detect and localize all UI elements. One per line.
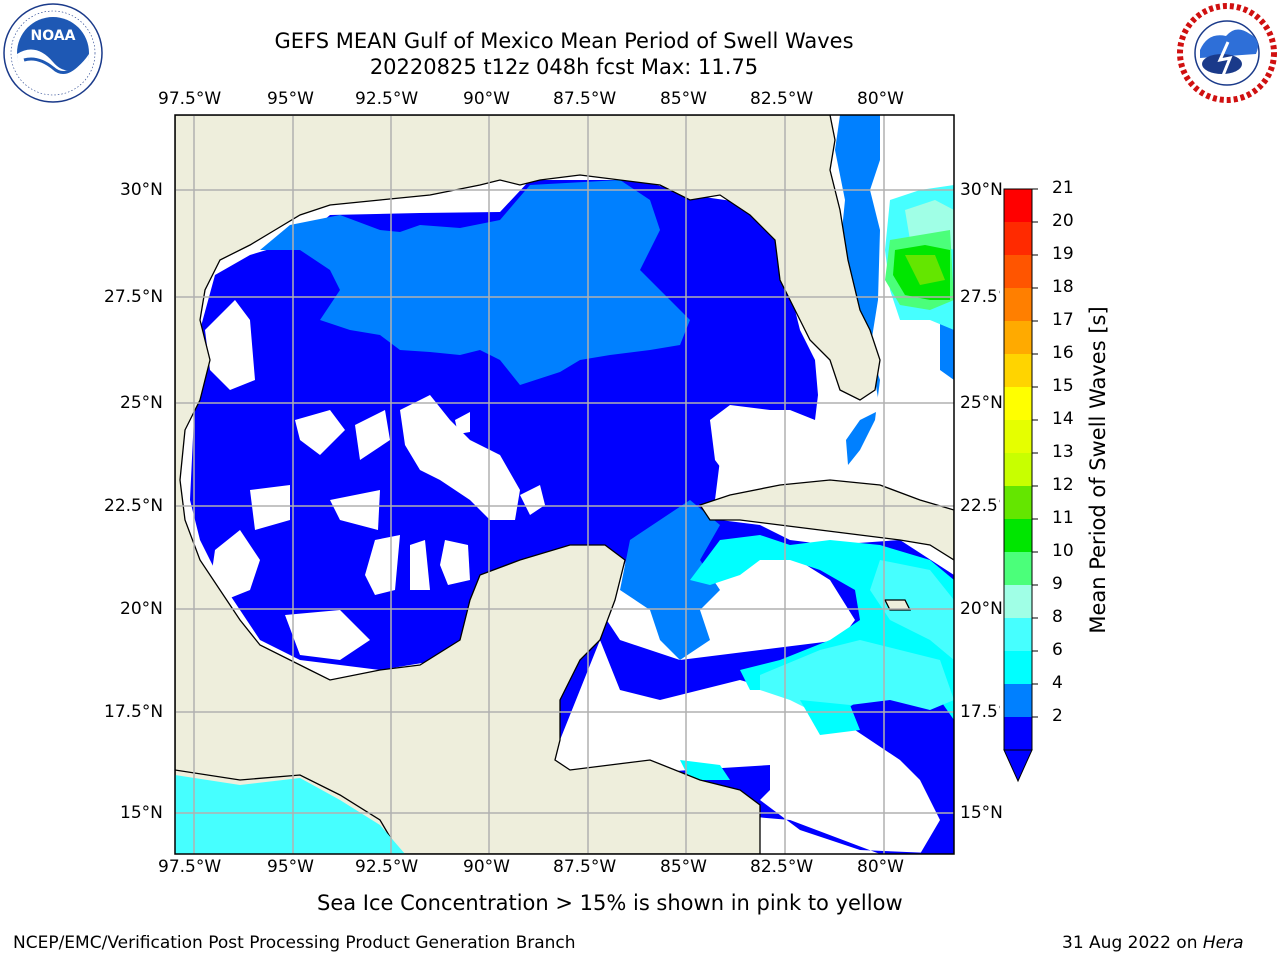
lat-label-left: 30°N <box>120 180 163 200</box>
lon-label-bottom: 82.5°W <box>750 857 814 877</box>
nws-logo <box>1177 3 1277 103</box>
producer-credit: NCEP/EMC/Verification Post Processing Pr… <box>13 933 576 953</box>
lon-label-top: 90°W <box>463 89 510 109</box>
colorbar-cell <box>1004 354 1032 388</box>
colorbar-tick-label: 19 <box>1052 244 1074 264</box>
colorbar-tick-label: 20 <box>1052 211 1074 231</box>
lon-label-top: 80°W <box>857 89 904 109</box>
colorbar-tick-label: 18 <box>1052 277 1074 297</box>
colorbar-tick-label: 11 <box>1052 508 1074 528</box>
colorbar-frame <box>1003 188 1033 751</box>
lat-label-right: 20°N <box>960 599 1003 619</box>
lon-label-bottom: 80°W <box>857 857 904 877</box>
colorbar-cell <box>1004 420 1032 454</box>
lat-label-right: 17.5°N <box>960 702 1000 722</box>
colorbar-cell <box>1004 519 1032 553</box>
run-date: 31 Aug 2022 on Hera <box>1062 933 1244 953</box>
colorbar-cell <box>1004 321 1032 355</box>
lat-label-right: 15°N <box>960 803 1003 823</box>
lon-label-top: 82.5°W <box>750 89 814 109</box>
lat-label-left: 27.5°N <box>104 287 164 307</box>
colorbar-tick-label: 17 <box>1052 310 1074 330</box>
colorbar-tick-label: 15 <box>1052 376 1074 396</box>
run-date-text: 31 Aug 2022 on <box>1062 933 1203 953</box>
colorbar-tick-label: 6 <box>1052 640 1063 660</box>
lat-label-right: 27.5°N <box>960 287 1000 307</box>
swell-field-4-6s <box>260 180 690 385</box>
lon-label-top: 87.5°W <box>553 89 617 109</box>
colorbar-tick-label: 4 <box>1052 673 1063 693</box>
colorbar-cell <box>1004 255 1032 289</box>
colorbar <box>1003 188 1038 783</box>
lon-label-top: 97.5°W <box>158 89 222 109</box>
colorbar-tick-label: 16 <box>1052 343 1074 363</box>
colorbar-cell <box>1004 717 1032 751</box>
colorbar-tick-label: 14 <box>1052 409 1074 429</box>
lon-label-bottom: 87.5°W <box>553 857 617 877</box>
chart-title: GEFS MEAN Gulf of Mexico Mean Period of … <box>274 29 854 53</box>
map-frame <box>174 114 955 855</box>
colorbar-cell <box>1004 651 1032 685</box>
colorbar-cell <box>1004 585 1032 619</box>
machine-name: Hera <box>1202 933 1244 953</box>
colorbar-tick-label: 8 <box>1052 607 1063 627</box>
lat-label-right: 22.5°N <box>960 496 1000 516</box>
colorbar-cell <box>1004 552 1032 586</box>
chart-subtitle: 20220825 t12z 048h fcst Max: 11.75 <box>369 55 759 79</box>
colorbar-cell <box>1004 486 1032 520</box>
colorbar-tick-label: 13 <box>1052 442 1074 462</box>
lat-label-right: 30°N <box>960 180 1003 200</box>
colorbar-label: Mean Period of Swell Waves [s] <box>1086 306 1110 634</box>
colorbar-extend-arrow <box>1003 749 1033 783</box>
colorbar-cell <box>1004 684 1032 718</box>
svg-text:NOAA: NOAA <box>31 28 76 44</box>
lon-label-top: 85°W <box>660 89 707 109</box>
graticule <box>175 115 954 854</box>
colorbar-cell <box>1004 618 1032 652</box>
land <box>175 115 954 854</box>
lat-label-right: 25°N <box>960 393 1003 413</box>
lat-label-left: 25°N <box>120 393 163 413</box>
lon-label-top: 92.5°W <box>355 89 419 109</box>
swell-field-4-6s-yucatan <box>620 500 720 660</box>
colorbar-cell <box>1004 453 1032 487</box>
colorbar-cell <box>1004 222 1032 256</box>
lon-label-bottom: 92.5°W <box>355 857 419 877</box>
lon-label-bottom: 97.5°W <box>158 857 222 877</box>
colorbar-cell <box>1004 288 1032 322</box>
colorbar-tick-label: 12 <box>1052 475 1074 495</box>
lon-label-bottom: 95°W <box>267 857 314 877</box>
lat-label-left: 17.5°N <box>104 702 164 722</box>
lon-label-bottom: 85°W <box>660 857 707 877</box>
colorbar-tick-label: 10 <box>1052 541 1074 561</box>
lat-label-left: 20°N <box>120 599 163 619</box>
colorbar-cell <box>1004 189 1032 223</box>
lat-label-left: 15°N <box>120 803 163 823</box>
lon-label-bottom: 90°W <box>463 857 510 877</box>
noaa-logo: NOAA <box>3 3 103 103</box>
lat-label-left: 22.5°N <box>104 496 164 516</box>
colorbar-tick-label: 2 <box>1052 706 1063 726</box>
colorbar-tick-label: 21 <box>1052 178 1074 198</box>
colorbar-cell <box>1004 387 1032 421</box>
lon-label-top: 95°W <box>267 89 314 109</box>
sea-ice-note: Sea Ice Concentration > 15% is shown in … <box>317 891 903 915</box>
no-data-patches <box>205 300 880 660</box>
colorbar-tick-label: 9 <box>1052 574 1063 594</box>
